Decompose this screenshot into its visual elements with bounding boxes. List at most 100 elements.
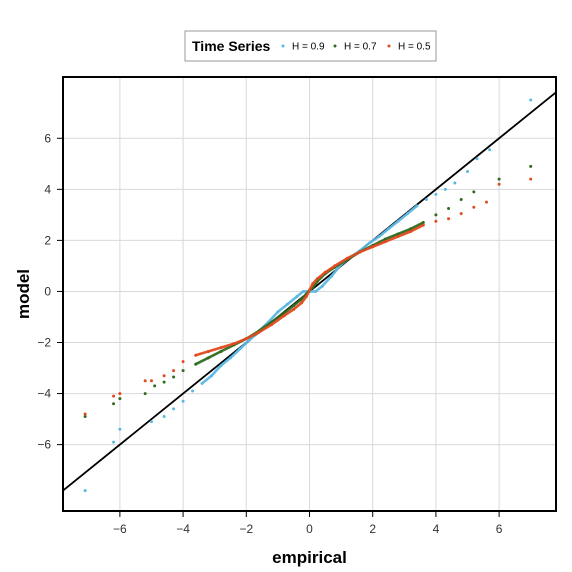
x-tick-label: −2 [239,522,253,536]
data-point [529,177,533,181]
data-point [232,342,236,346]
legend-marker-1 [333,44,337,48]
data-point [421,221,425,225]
data-point [529,98,533,102]
data-point [210,374,214,378]
data-point [112,394,116,398]
x-tick-label: −6 [113,522,127,536]
data-point [244,337,248,341]
data-point [323,270,327,274]
data-point [194,362,198,366]
data-point [383,240,387,244]
data-point [301,289,305,293]
data-point [453,181,457,185]
data-point [472,205,476,209]
data-point [300,301,304,305]
data-point [238,347,242,351]
data-point [149,420,153,424]
data-point [181,399,185,403]
data-point [443,187,447,191]
grid [63,77,556,511]
data-point [191,389,195,393]
data-point [118,427,122,431]
y-tick-label: −2 [37,336,51,350]
data-point [434,192,438,196]
data-point [377,235,381,239]
data-point [200,381,204,385]
data-point [409,229,413,233]
data-point [292,303,296,307]
legend-marker-2 [387,44,391,48]
data-point [194,353,198,357]
data-point [304,295,308,299]
data-point [219,363,223,367]
y-tick-label: 6 [44,131,51,145]
x-tick-label: 2 [369,522,376,536]
x-tick-label: −4 [176,522,190,536]
data-point [333,264,337,268]
y-tick-label: 4 [44,182,51,196]
data-point [118,397,122,401]
y-tick-label: 0 [44,284,51,298]
x-tick-label: 4 [433,522,440,536]
data-point [475,157,479,161]
y-tick-label: 2 [44,233,51,247]
data-point [314,289,318,293]
data-point [383,237,387,241]
data-point [497,182,501,186]
data-point [292,307,296,311]
data-point [295,295,299,299]
data-point [308,288,311,292]
data-point [415,204,419,208]
data-point [282,314,286,318]
data-point [447,206,451,210]
data-point [387,227,391,231]
legend-entry-label: H = 0.7 [344,42,377,53]
data-point [172,375,176,379]
data-point [409,227,413,231]
data-point [285,302,289,306]
x-axis-ticks: −6 −4 −2 0 2 4 6 [113,511,503,536]
data-point [162,380,166,384]
data-point [276,310,280,314]
data-point [434,219,438,223]
x-tick-label: 6 [496,522,503,536]
data-point [118,392,122,396]
data-point [149,379,153,383]
data-point [421,223,425,227]
data-point [206,356,210,360]
data-point [396,232,400,236]
data-point [162,374,166,378]
legend-marker-0 [281,44,285,48]
data-point [228,356,232,360]
data-point [112,440,116,444]
data-point [484,200,488,204]
data-point [162,415,166,419]
data-point [488,148,492,152]
data-point [143,379,147,383]
data-point [447,217,451,221]
data-point [311,282,315,286]
series-2 [83,177,533,416]
data-point [219,349,223,353]
data-point [270,323,274,327]
data-point [83,489,87,493]
data-point [112,402,116,406]
y-axis-title: model [14,269,33,319]
data-point [459,198,463,202]
x-tick-label: 0 [306,522,313,536]
data-point [396,219,400,223]
data-point [472,190,476,194]
data-point [257,330,261,334]
legend-entry-label: H = 0.5 [398,42,431,53]
legend: Time Series H = 0.9 H = 0.7 H = 0.5 [184,30,437,62]
data-point [83,412,87,416]
data-point [424,198,428,202]
data-point [358,250,362,254]
data-point [143,392,147,396]
data-point [181,369,185,373]
data-point [181,360,185,364]
data-point [396,235,400,239]
